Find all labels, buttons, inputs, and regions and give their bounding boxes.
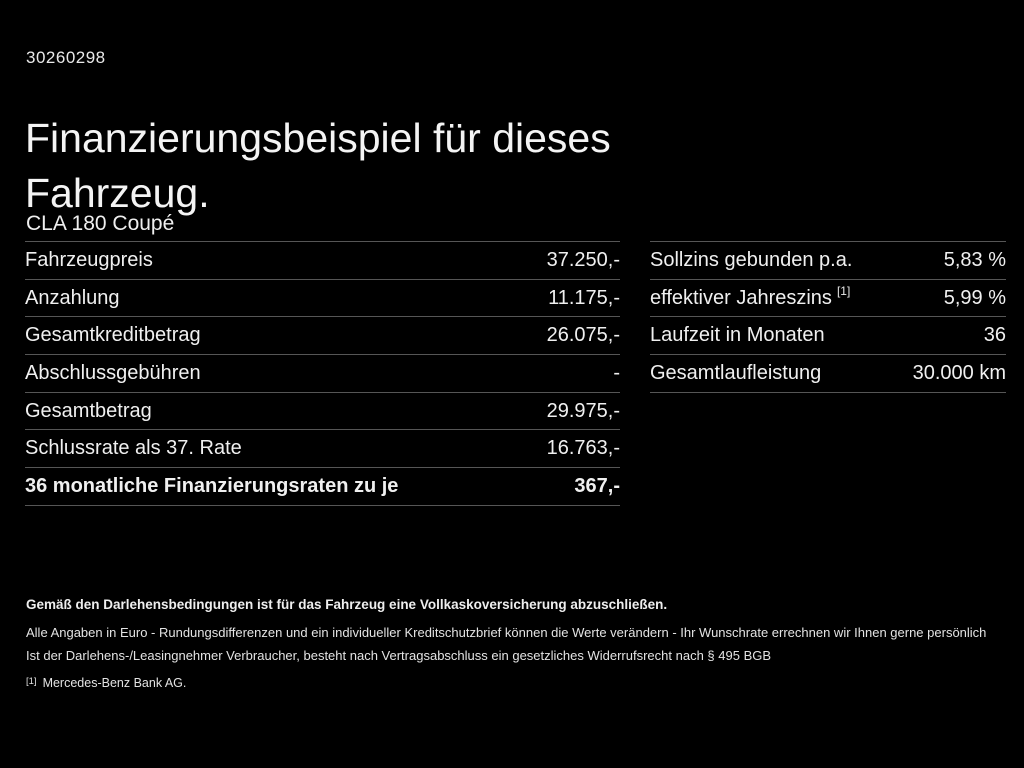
page-title: Finanzierungsbeispiel für dieses Fahrzeug…: [25, 111, 611, 221]
insurance-note: Gemäß den Darlehensbedingungen ist für d…: [26, 597, 668, 612]
row-value: 36: [983, 324, 1006, 347]
document-number: 30260298: [26, 48, 106, 67]
row-label: Gesamtbetrag: [25, 399, 152, 422]
row-value: 11.175,-: [548, 286, 620, 309]
conditions-table: Sollzins gebunden p.a. 5,83 % effektiver…: [650, 241, 1006, 393]
row-label: Fahrzeugpreis: [25, 248, 153, 271]
row-label: effektiver Jahreszins: [650, 286, 832, 309]
conditions-table-row: effektiver Jahreszins [1] 5,99 %: [650, 278, 1006, 317]
row-value: 5,83 %: [943, 248, 1006, 271]
finance-table: Fahrzeugpreis 37.250,- Anzahlung 11.175,…: [25, 241, 620, 506]
row-value: 367,-: [574, 474, 620, 497]
row-value: 37.250,-: [546, 248, 620, 271]
finance-table-row: Schlussrate als 37. Rate 16.763,-: [25, 429, 620, 467]
finance-table-row: Fahrzeugpreis 37.250,-: [25, 241, 620, 279]
finance-table-row: 36 monatliche Finanzierungsraten zu je 3…: [25, 467, 620, 505]
row-label: Gesamtlaufleistung: [650, 361, 822, 384]
row-value: 5,99 %: [943, 286, 1006, 309]
vehicle-model-label: CLA 180 Coupé: [26, 212, 175, 235]
row-value: 29.975,-: [546, 399, 620, 422]
page-title-line1: Finanzierungsbeispiel für dieses: [25, 115, 611, 162]
footer: Gemäß den Darlehensbedingungen ist für d…: [26, 596, 994, 692]
footnote: [1] Mercedes-Benz Bank AG.: [26, 675, 994, 691]
row-value: 26.075,-: [546, 324, 620, 347]
tables-container: Fahrzeugpreis 37.250,- Anzahlung 11.175,…: [25, 241, 1006, 506]
finance-table-row: Gesamtkreditbetrag 26.075,-: [25, 316, 620, 354]
footnote-text: Mercedes-Benz Bank AG.: [42, 676, 187, 691]
row-label: Anzahlung: [25, 286, 120, 309]
row-label: Sollzins gebunden p.a.: [650, 248, 853, 271]
conditions-table-row: Sollzins gebunden p.a. 5,83 %: [650, 241, 1006, 279]
row-label: Gesamtkreditbetrag: [25, 324, 201, 347]
row-value: 16.763,-: [546, 437, 620, 460]
row-label: Abschlussgebühren: [25, 361, 201, 384]
finance-table-row: Anzahlung 11.175,-: [25, 278, 620, 317]
row-label: Laufzeit in Monaten: [650, 324, 825, 347]
conditions-table-row: Gesamtlaufleistung 30.000 km: [650, 354, 1006, 392]
disclaimer-line-2: Ist der Darlehens-/Leasingnehmer Verbrau…: [26, 648, 772, 664]
finance-table-row: Gesamtbetrag 29.975,-: [25, 391, 620, 430]
footnote-superscript: [1]: [836, 284, 851, 299]
row-value: 30.000 km: [912, 361, 1006, 384]
footnote-marker: [1]: [26, 676, 37, 688]
row-label: Schlussrate als 37. Rate: [25, 437, 242, 460]
finance-table-row: Abschlussgebühren -: [25, 354, 620, 392]
conditions-table-row: Laufzeit in Monaten 36: [650, 316, 1006, 354]
page-title-line2: Fahrzeug.: [25, 170, 210, 217]
row-value: -: [613, 361, 620, 384]
disclaimer-line-1: Alle Angaben in Euro - Rundungsdifferenz…: [26, 624, 987, 640]
row-label: 36 monatliche Finanzierungsraten zu je: [25, 474, 399, 497]
